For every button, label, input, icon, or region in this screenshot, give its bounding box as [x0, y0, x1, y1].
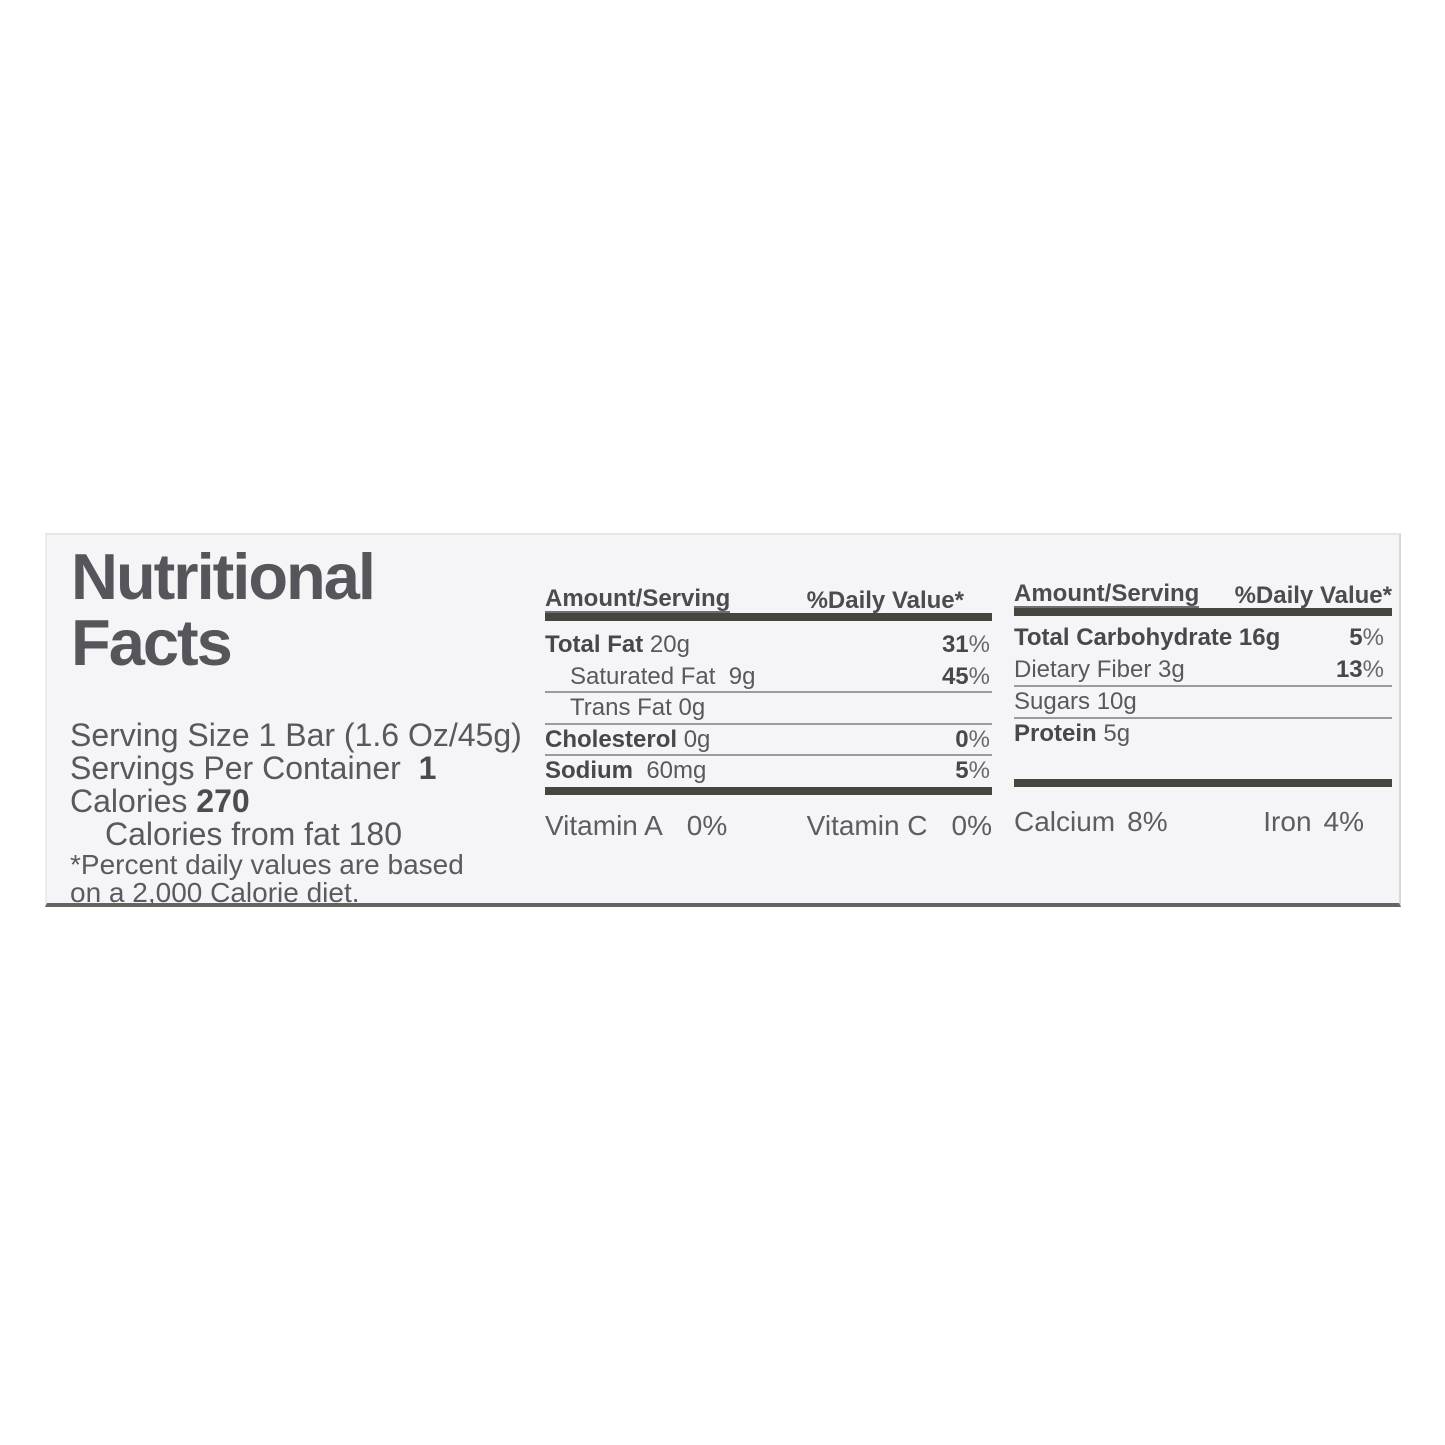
footnote-line1: *Percent daily values are based: [70, 849, 464, 880]
daily-value-header: %Daily Value*: [806, 587, 964, 614]
section-rule-bar: [545, 787, 992, 795]
daily-value-footnote: *Percent daily values are based on a 2,0…: [70, 851, 540, 907]
serving-size-line: Serving Size 1 Bar (1.6 Oz/45g): [70, 717, 522, 753]
serving-info: Serving Size 1 Bar (1.6 Oz/45g) Servings…: [70, 719, 540, 851]
calories-line: Calories 270: [70, 783, 250, 819]
section-rule-bar: [1014, 779, 1392, 787]
nutrient-column-carb-protein: Amount/Serving %Daily Value* Total Carbo…: [1014, 535, 1392, 909]
nutrient-row-total-carbohydrate: Total Carbohydrate 16g 5%: [1014, 624, 1384, 651]
micronutrient-row: Calcium 8% Iron 4%: [1014, 807, 1392, 837]
nutrient-row-sugars: Sugars 10g: [1014, 687, 1392, 719]
nutrition-label-card: Nutritional Facts Serving Size 1 Bar (1.…: [45, 533, 1401, 907]
servings-per-container-line: Servings Per Container 1: [70, 750, 437, 786]
nutrient-rows: Total Carbohydrate 16g 5% Dietary Fiber …: [1014, 623, 1392, 751]
label-title: Nutritional Facts: [71, 540, 376, 679]
nutrient-rows: Total Fat 20g 31% Saturated Fat 9g 45% T…: [545, 630, 992, 788]
label-title-line1: Nutritional: [71, 540, 376, 613]
calcium-item: Calcium 8%: [1014, 806, 1168, 837]
nutrient-row-protein: Protein 5g: [1014, 720, 1131, 747]
calories-from-fat-line: Calories from fat 180: [105, 816, 403, 852]
footnote-line2: on a 2,000 Calorie diet.: [70, 877, 360, 908]
column-header: Amount/Serving %Daily Value*: [1014, 582, 1392, 608]
nutrient-row-saturated-fat: Saturated Fat 9g 45%: [545, 662, 992, 693]
nutrient-column-fat-sodium: Amount/Serving %Daily Value* Total Fat 2…: [545, 535, 992, 909]
vitamin-a-item: Vitamin A 0%: [545, 810, 728, 841]
micronutrient-row: Vitamin A 0% Vitamin C 0%: [545, 811, 992, 841]
nutrient-row-cholesterol: Cholesterol 0g 0%: [545, 725, 992, 756]
daily-value-header: %Daily Value*: [1234, 582, 1392, 609]
nutrient-row-total-fat: Total Fat 20g 31%: [545, 631, 990, 658]
nutrient-row-dietary-fiber: Dietary Fiber 3g 13%: [1014, 655, 1392, 687]
vitamin-c-item: Vitamin C 0%: [806, 810, 992, 841]
amount-serving-header: Amount/Serving: [545, 585, 731, 613]
nutrient-row-sodium: Sodium 60mg 5%: [545, 757, 990, 784]
column-header: Amount/Serving %Daily Value*: [545, 587, 992, 613]
header-rule-bar: [545, 613, 992, 621]
header-rule-bar: [1014, 608, 1392, 616]
amount-serving-header: Amount/Serving: [1014, 580, 1200, 608]
nutrient-row-trans-fat: Trans Fat 0g: [545, 693, 992, 725]
iron-item: Iron 4%: [1263, 806, 1364, 837]
label-title-line2: Facts: [71, 606, 233, 679]
